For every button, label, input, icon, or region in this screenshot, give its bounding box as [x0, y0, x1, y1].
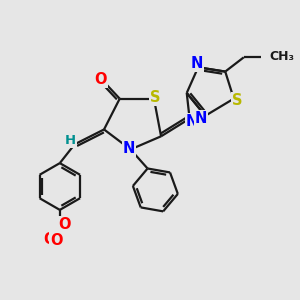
Text: N: N	[123, 141, 135, 156]
Text: S: S	[232, 93, 242, 108]
Text: N: N	[195, 111, 207, 126]
Text: S: S	[150, 90, 160, 105]
Text: H: H	[65, 134, 76, 147]
Text: N: N	[190, 56, 203, 71]
Text: O: O	[94, 72, 107, 87]
Text: O: O	[58, 217, 70, 232]
Text: O: O	[44, 232, 56, 247]
Text: O: O	[50, 233, 63, 248]
Text: CH₃: CH₃	[269, 50, 294, 63]
Text: N: N	[186, 114, 198, 129]
